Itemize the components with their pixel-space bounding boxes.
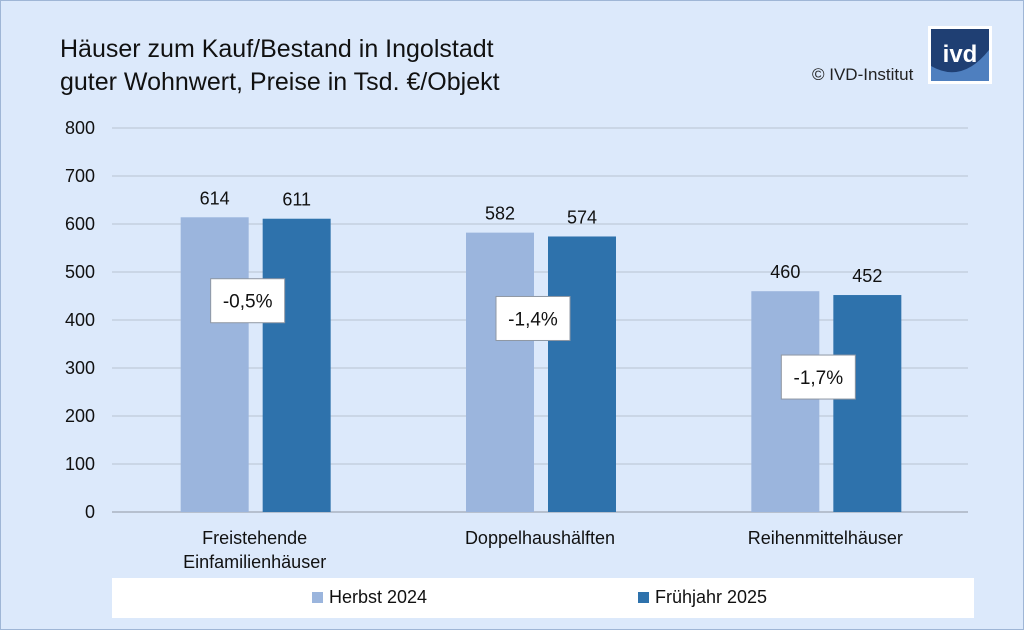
legend-swatch-series1 [312,592,323,603]
y-axis-ticks: 0 100 200 300 400 500 600 700 800 [65,118,95,522]
y-tick-label: 0 [85,502,95,522]
legend-label-series2: Frühjahr 2025 [655,587,768,607]
bar-value-label: 614 [200,188,230,208]
y-tick-label: 300 [65,358,95,378]
y-tick-label: 600 [65,214,95,234]
legend-swatch-series2 [638,592,649,603]
legend: Herbst 2024 Frühjahr 2025 [112,578,974,618]
bar-fruehjahr-2025 [548,236,616,513]
bar-value-label: 460 [770,262,800,282]
change-labels: -0,5% -1,4% -1,7% [210,278,856,400]
change-label: -0,5% [223,292,273,313]
chart-subtitle: guter Wohnwert, Preise in Tsd. €/Objekt [60,68,500,96]
bar-fruehjahr-2025 [262,218,331,512]
bar-value-label: 582 [485,204,515,224]
data-labels: 614 611 582 574 460 452 [200,188,883,286]
x-category-label: Freistehende [202,528,307,548]
change-label-box [495,295,571,341]
ivd-logo: ivd [928,26,992,84]
logo-text: ivd [943,41,978,68]
y-tick-label: 100 [65,454,95,474]
bar-value-label: 611 [282,190,311,210]
x-category-label: Einfamilienhäuser [183,552,326,572]
y-tick-label: 800 [65,118,95,138]
y-tick-label: 700 [65,166,95,186]
x-axis-labels: Freistehende Einfamilienhäuser Doppelhaush… [183,528,903,572]
change-label: -1,4% [508,309,558,330]
x-category-label: Reihenmittelhäuser [748,528,903,548]
bar-value-label: 574 [567,207,597,227]
copyright-text: © IVD-Institut [812,65,914,84]
y-tick-label: 200 [65,406,95,426]
x-category-label: Doppelhaushälften [465,528,615,548]
bar-herbst-2024 [751,291,820,512]
y-tick-label: 400 [65,310,95,330]
bar-herbst-2024 [180,217,249,512]
bars [180,217,902,513]
bar-value-label: 452 [852,266,882,286]
legend-item-series1: Herbst 2024 [312,587,427,608]
legend-item-series2: Frühjahr 2025 [638,587,767,608]
legend-label-series1: Herbst 2024 [329,587,428,607]
bar-herbst-2024 [466,232,534,512]
change-label-box [210,278,286,324]
bar-fruehjahr-2025 [833,295,902,512]
y-tick-label: 500 [65,262,95,282]
chart-title: Häuser zum Kauf/Bestand in Ingolstadt [60,35,494,63]
change-label: -1,7% [794,368,844,389]
change-label-box [780,354,856,400]
